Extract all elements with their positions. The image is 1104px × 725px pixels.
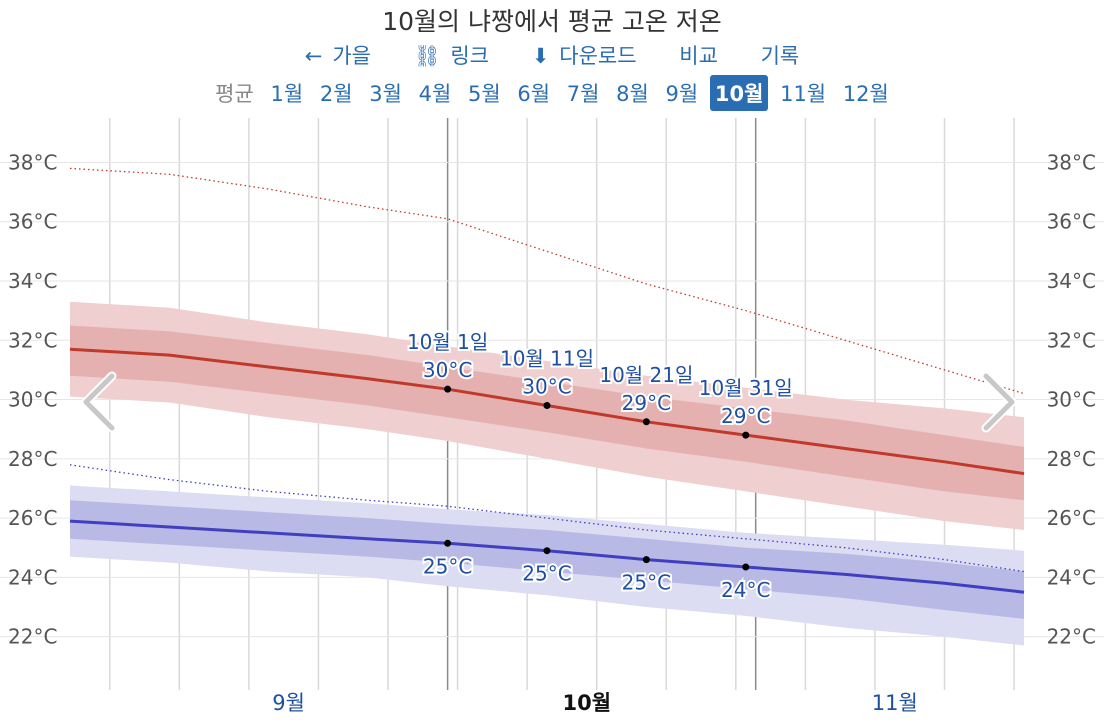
high-point [444,385,452,393]
y-tick-label-left: 26°C [8,506,57,530]
annotation-low-label: 25°C [622,571,671,595]
high-point [742,431,750,439]
link-icon: ⛓ [413,44,441,68]
y-tick-label-left: 38°C [8,150,57,174]
y-tick-label-right: 22°C [1047,625,1096,649]
band-inner-0 [70,325,1024,501]
y-tick-label-right: 32°C [1047,328,1096,352]
band-inner-1 [70,500,1024,619]
month-selector-label: 평균 [215,82,254,106]
low-point [742,563,750,571]
annotation-date-label: 10월 11일 [500,346,594,370]
y-tick-label-left: 30°C [8,388,57,412]
annotation-low-label: 24°C [721,578,770,602]
month-selector: 평균 1월 2월 3월 4월 5월 6월 7월 8월 9월 10월 11월 12… [0,75,1104,111]
page-title: 10월의 냐짱에서 평균 고온 저온 [382,7,722,36]
annotation-high-label: 30°C [522,374,571,398]
record-line-0 [69,167,1025,395]
nav-records-link[interactable]: 기록 [760,44,800,68]
high-point [543,401,551,409]
month-tab-4[interactable]: 4월 [418,82,452,106]
high-point [642,418,650,426]
low-point [543,547,551,555]
month-tab-3[interactable]: 3월 [369,82,402,106]
low-point [444,539,452,547]
nav-autumn-link[interactable]: ← 가을 [304,44,371,68]
annotation-date-label: 10월 1일 [407,330,488,354]
y-tick-label-left: 28°C [8,447,57,471]
annotation-high-label: 29°C [721,404,770,428]
annotation-low-label: 25°C [423,554,472,578]
month-tab-1[interactable]: 1월 [270,82,304,106]
annotation-date-label: 10월 31일 [699,376,793,400]
month-tab-12[interactable]: 12월 [842,82,889,106]
record-line-1 [69,464,1025,573]
chevron-right-icon[interactable] [983,373,1015,431]
arrow-left-icon: ← [304,44,323,68]
month-tab-10[interactable]: 10월 [709,75,769,111]
x-month-label: 11월 [872,691,918,715]
x-month-label: 9월 [272,691,305,715]
chevron-left-icon[interactable] [83,373,115,431]
y-tick-label-left: 32°C [8,328,57,352]
month-tab-2[interactable]: 2월 [319,82,353,106]
nav-download-button[interactable]: ⬇ 다운로드 [531,44,637,68]
y-tick-label-right: 30°C [1047,388,1096,412]
month-tab-6[interactable]: 6월 [517,82,551,106]
x-month-label: 10월 [562,691,611,715]
annotation-high-label: 30°C [423,358,472,382]
download-icon: ⬇ [531,44,550,68]
month-tab-7[interactable]: 7월 [566,82,600,106]
nav-compare-link[interactable]: 비교 [679,44,718,68]
annotation-date-label: 10월 21일 [599,363,693,387]
y-tick-label-left: 22°C [8,625,57,649]
y-tick-label-right: 34°C [1047,269,1096,293]
y-tick-label-right: 38°C [1047,150,1096,174]
y-tick-label-right: 36°C [1047,210,1096,234]
y-tick-label-right: 26°C [1047,506,1096,530]
nav-link-button[interactable]: ⛓ 링크 [413,44,489,68]
annotation-high-label: 29°C [622,391,671,415]
low-point [642,556,650,564]
y-tick-label-right: 28°C [1047,447,1096,471]
month-tab-5[interactable]: 5월 [467,82,501,106]
y-tick-label-left: 36°C [8,210,57,234]
nav-bar: ← 가을 ⛓ 링크 ⬇ 다운로드 비교 기록 [0,40,1104,70]
y-tick-label-left: 34°C [8,269,57,293]
month-tab-9[interactable]: 9월 [665,82,699,106]
y-tick-label-left: 24°C [8,565,57,589]
month-tab-11[interactable]: 11월 [780,82,827,106]
month-tab-8[interactable]: 8월 [616,82,649,106]
y-tick-label-right: 24°C [1047,565,1096,589]
annotation-low-label: 25°C [522,562,571,586]
